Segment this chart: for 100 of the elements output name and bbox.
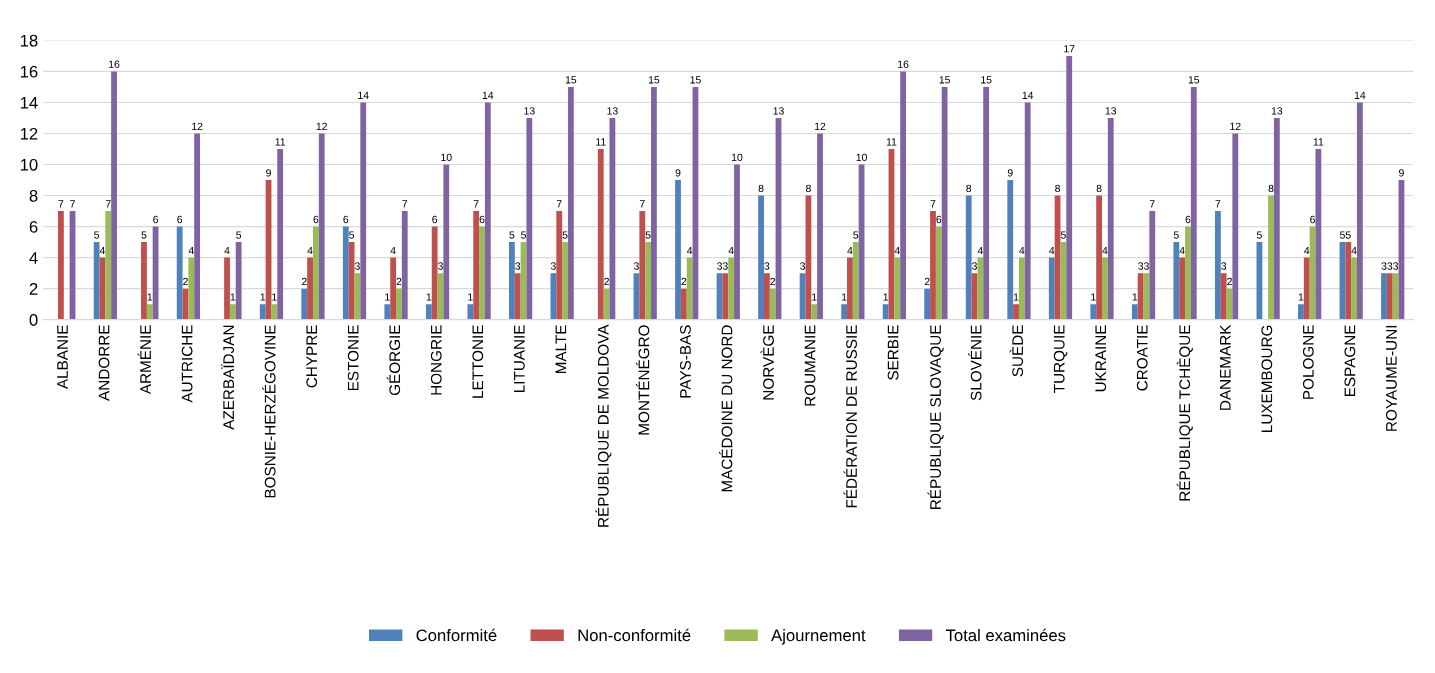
data-label: 16 xyxy=(898,60,909,68)
bar xyxy=(567,86,574,320)
data-label: 3 xyxy=(550,262,556,270)
data-label: 1 xyxy=(230,293,236,301)
bar xyxy=(734,164,740,320)
bar xyxy=(1190,86,1197,320)
data-label: 15 xyxy=(690,76,701,84)
bar xyxy=(852,242,859,320)
data-label: 14 xyxy=(482,91,494,99)
bar xyxy=(609,117,616,320)
data-label: 8 xyxy=(1055,184,1061,193)
bar xyxy=(900,71,906,320)
bar xyxy=(384,304,391,320)
bar xyxy=(645,242,652,320)
bar xyxy=(141,242,147,320)
data-label: 1 xyxy=(1298,293,1304,301)
data-label: 7 xyxy=(1149,200,1155,208)
data-label: 4 xyxy=(307,246,313,255)
data-label: 14 xyxy=(1354,91,1366,99)
data-label: 7 xyxy=(639,200,645,208)
x-tick-label: ANDORRE xyxy=(98,325,110,401)
bar xyxy=(1179,257,1186,320)
data-label: 6 xyxy=(153,215,159,224)
data-label: 3 xyxy=(515,262,521,270)
bar xyxy=(360,102,367,320)
x-tick-label: CROATIE xyxy=(1136,325,1148,391)
data-label: 4 xyxy=(977,246,983,255)
data-label: 6 xyxy=(432,215,438,224)
bar xyxy=(675,180,681,320)
x-tick-label: SLOVÉNIE xyxy=(968,325,982,401)
data-label: 5 xyxy=(94,231,100,239)
bar xyxy=(983,86,990,320)
data-label: 13 xyxy=(773,107,784,115)
data-label: 3 xyxy=(1221,262,1227,270)
data-label: 8 xyxy=(1096,184,1102,193)
data-label: 8 xyxy=(966,184,972,193)
bar xyxy=(686,257,693,320)
bar xyxy=(728,257,735,320)
x-tick-label: GÉORGIE xyxy=(386,325,401,396)
bar xyxy=(1024,102,1031,320)
data-label: 4 xyxy=(1179,246,1185,255)
x-tick-label: SERBIE xyxy=(887,325,899,380)
data-label: 10 xyxy=(441,153,452,162)
bar xyxy=(1137,273,1144,320)
data-label: 6 xyxy=(177,215,183,224)
data-label: 5 xyxy=(1060,231,1066,239)
y-tick-label: 10 xyxy=(20,158,38,171)
data-label: 2 xyxy=(681,277,687,286)
data-label: 4 xyxy=(1102,246,1108,255)
bar xyxy=(479,226,485,320)
data-label: 3 xyxy=(800,262,806,270)
data-label: 2 xyxy=(924,277,930,286)
y-tick-label: 14 xyxy=(20,97,38,109)
bar xyxy=(811,304,818,320)
data-label: 5 xyxy=(1339,231,1345,239)
bar xyxy=(1185,226,1191,320)
bar xyxy=(111,71,117,320)
data-label: 6 xyxy=(343,215,349,224)
data-label: 2 xyxy=(183,277,188,286)
legend-label: Non-conformité xyxy=(578,628,691,642)
x-tick-label: ARMÉNIE xyxy=(137,325,151,395)
data-label: 9 xyxy=(675,169,681,177)
data-label: 3 xyxy=(437,262,443,270)
data-label: 14 xyxy=(358,91,369,99)
data-label: 1 xyxy=(468,293,473,301)
bar xyxy=(882,304,889,320)
data-label: 4 xyxy=(1304,246,1310,255)
bar xyxy=(467,304,474,320)
data-label: 1 xyxy=(260,293,266,301)
data-label: 3 xyxy=(354,262,360,270)
bar xyxy=(1149,211,1156,320)
x-tick-label: RÉPUBLIQUE SLOVAQUE xyxy=(927,325,944,509)
bar xyxy=(1357,102,1363,320)
bar xyxy=(1066,55,1073,320)
x-tick-label: AUTRICHE xyxy=(181,325,193,403)
x-tick-label: MONTÉNÉGRO xyxy=(635,325,650,435)
data-label: 1 xyxy=(385,293,390,301)
bar xyxy=(941,86,948,320)
bar xyxy=(1232,133,1239,320)
bar xyxy=(1013,304,1019,320)
bar xyxy=(176,226,183,320)
bar xyxy=(1214,211,1221,320)
bar xyxy=(431,226,438,320)
bar xyxy=(401,211,408,320)
data-label: 13 xyxy=(607,107,618,115)
bar xyxy=(146,304,153,320)
bar xyxy=(680,288,687,320)
bar xyxy=(484,102,491,320)
data-label: 2 xyxy=(604,277,609,286)
bar xyxy=(1303,257,1310,320)
data-label: 1 xyxy=(1132,293,1138,301)
data-label: 1 xyxy=(842,293,847,301)
data-label: 1 xyxy=(426,293,432,301)
data-label: 14 xyxy=(1022,91,1034,99)
data-label: 9 xyxy=(1399,169,1404,177)
data-label: 5 xyxy=(853,231,859,239)
x-tick-label: PAYS-BAS xyxy=(680,325,691,398)
data-label: 8 xyxy=(758,184,764,193)
bar xyxy=(348,242,355,320)
bar xyxy=(1256,242,1263,320)
